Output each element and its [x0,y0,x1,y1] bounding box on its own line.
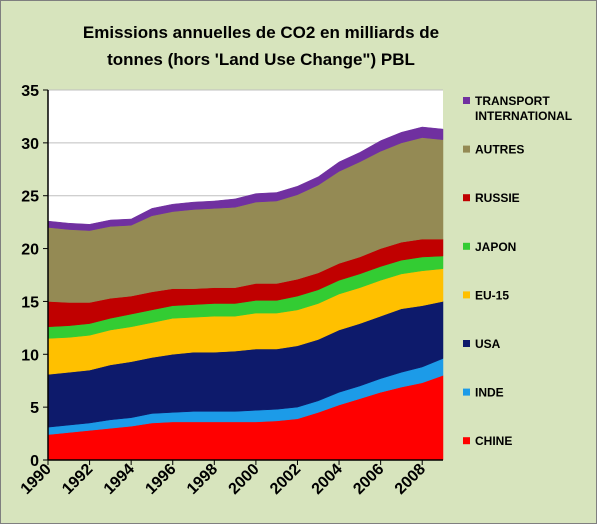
series-areas [47,126,444,461]
x-tick-label: 2008 [392,461,429,498]
chart-title-line-2: tonnes (hors 'Land Use Change") PBL [107,50,415,69]
y-tick-label: 25 [21,189,39,206]
legend-label: USA [475,337,501,351]
legend-swatch [463,97,470,104]
y-tick-label: 20 [21,242,39,259]
x-tick-label: 2004 [309,461,346,498]
legend-label-line2: INTERNATIONAL [475,109,572,123]
legend-swatch [463,194,470,202]
legend-swatch [463,340,470,347]
x-tick-label: 2002 [267,461,304,498]
legend-swatch [463,291,470,299]
chart-title-line-1: Emissions annuelles de CO2 en milliards … [82,23,440,42]
legend-swatch [463,388,470,396]
x-tick-label: 2006 [350,461,387,498]
area-series-7 [47,126,444,231]
legend-label: TRANSPORT [475,94,550,108]
y-tick-label: 15 [21,294,39,311]
y-tick-label: 10 [21,347,39,364]
x-tick-label: 1998 [184,461,221,498]
x-tick-label: 1996 [142,461,179,498]
legend-label: AUTRES [475,143,524,157]
legend-label: RUSSIE [475,191,520,205]
x-tick-label: 1990 [18,461,55,498]
axes [47,90,443,461]
legend-swatch [463,242,470,250]
legend-swatch [463,437,470,445]
legend-label: CHINE [475,434,512,448]
legend-label: EU-15 [475,288,509,302]
legend-label: JAPON [475,240,516,254]
y-axis-ticks: 0 5 10 15 20 25 30 35 [21,83,48,470]
legend-swatch [463,145,470,153]
x-tick-label: 2000 [226,461,263,498]
y-tick-label: 35 [21,83,39,100]
x-tick-label: 1992 [59,461,96,498]
legend-label: INDE [475,386,504,400]
x-tick-label: 1994 [101,461,138,498]
y-tick-label: 5 [30,400,39,417]
y-tick-label: 30 [21,136,39,153]
y-tick-label: 0 [30,453,39,470]
x-axis-ticks: 1990 1992 1994 1996 1998 2000 2002 2004 2006 2008 [18,460,429,498]
chart-title: Emissions annuelles de CO2 en milliards … [41,19,481,73]
